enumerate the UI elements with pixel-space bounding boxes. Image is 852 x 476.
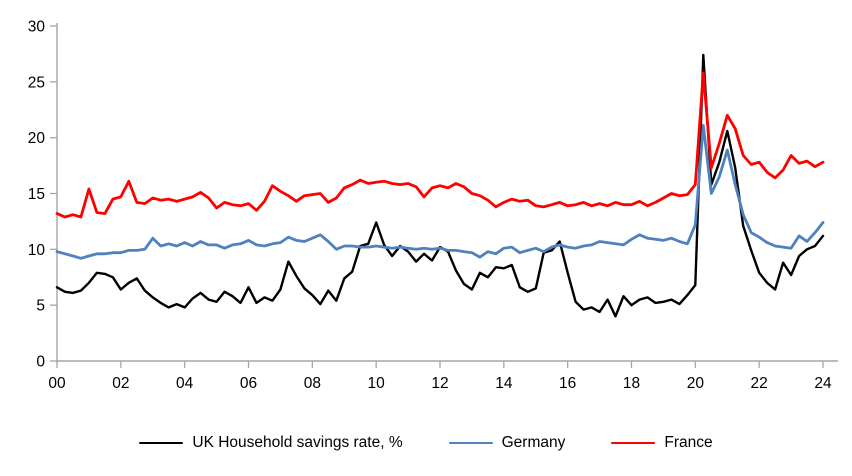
x-axis-tick-label: 22 xyxy=(751,375,768,392)
x-axis-tick-label: 18 xyxy=(623,375,640,392)
y-axis-tick-label: 5 xyxy=(36,298,45,315)
legend-item-france: France xyxy=(611,434,713,452)
legend-item-germany: Germany xyxy=(448,434,566,452)
y-axis-tick-label: 30 xyxy=(28,19,46,36)
chart-legend: UK Household savings rate, % Germany Fra… xyxy=(0,434,852,452)
uk-line-swatch-icon xyxy=(139,441,184,445)
series-line-2 xyxy=(55,71,825,219)
legend-label-france: France xyxy=(664,434,713,451)
x-axis-tick-label: 20 xyxy=(687,375,705,392)
x-axis-tick-label: 00 xyxy=(48,375,66,392)
legend-label-uk: UK Household savings rate, % xyxy=(192,434,403,451)
x-axis-tick-label: 06 xyxy=(240,375,257,392)
x-axis-tick-label: 08 xyxy=(304,375,321,392)
x-axis-tick-label: 10 xyxy=(368,375,386,392)
y-axis-tick-label: 10 xyxy=(28,242,46,259)
x-axis-tick-label: 02 xyxy=(112,375,129,392)
x-axis-tick-label: 04 xyxy=(176,375,194,392)
x-axis-tick-label: 14 xyxy=(495,375,513,392)
y-axis-tick-label: 25 xyxy=(28,74,45,91)
y-axis-tick-label: 20 xyxy=(28,130,46,147)
france-line-swatch-icon xyxy=(611,441,656,445)
y-axis-tick-label: 15 xyxy=(28,186,45,203)
series-line-1 xyxy=(55,124,825,260)
y-axis-tick-label: 0 xyxy=(36,354,45,371)
x-axis-tick-label: 16 xyxy=(559,375,576,392)
germany-line-swatch-icon xyxy=(448,441,493,445)
legend-item-uk: UK Household savings rate, % xyxy=(139,434,403,452)
x-axis-tick-label: 24 xyxy=(814,375,832,392)
legend-label-germany: Germany xyxy=(501,434,566,451)
x-axis-tick-label: 12 xyxy=(431,375,448,392)
line-chart-canvas: 0 5 10 15 20 25 30 00 02 04 06 08 10 12 14 16 18 20 22 24 xyxy=(28,19,838,392)
